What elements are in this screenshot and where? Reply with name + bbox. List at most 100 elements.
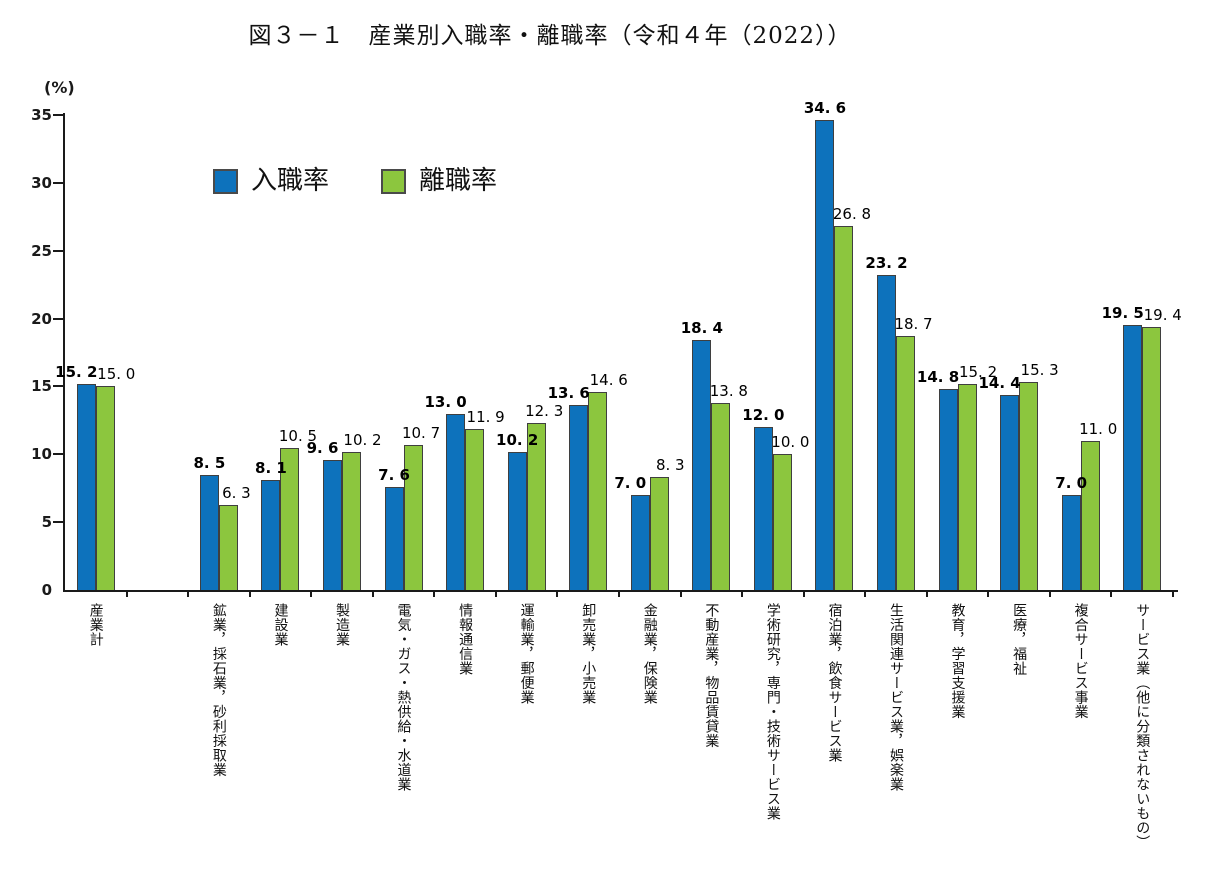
- bar-hiring-rate: [753, 427, 773, 590]
- y-axis-tick: [53, 521, 63, 524]
- y-axis-tick-label: 35: [31, 106, 52, 124]
- x-axis-category-label: 宿泊業，飲食サービス業: [826, 603, 843, 763]
- bar-separation-rate: [1142, 326, 1162, 590]
- x-axis-labels: 産業計 鉱業，採石業，砂利採取業 建設業 製造業 電気・ガス・熱供給・水道業 情報通信業 運…: [65, 603, 1173, 872]
- value-label-separation-rate: 10. 0: [771, 433, 810, 452]
- value-label-hiring-rate: 8. 1: [255, 459, 287, 478]
- bar-hiring-rate: [261, 480, 281, 590]
- y-axis-tick: [53, 317, 63, 320]
- bar-separation-rate: [1080, 440, 1100, 590]
- x-axis-tick: [371, 592, 374, 597]
- legend-item-hiring-rate: 入職率: [213, 168, 329, 194]
- value-label-separation-rate: 10. 2: [343, 430, 382, 449]
- x-axis-tick: [741, 592, 744, 597]
- value-label-separation-rate: 18. 7: [894, 315, 933, 334]
- value-label-hiring-rate: 15. 2: [55, 362, 98, 381]
- x-axis-tick: [802, 592, 805, 597]
- value-label-hiring-rate: 34. 6: [803, 99, 847, 118]
- x-axis-category-label: 複合サービス事業: [1072, 603, 1089, 719]
- y-axis-unit-label: (%): [44, 78, 75, 97]
- value-label-separation-rate: 13. 8: [709, 381, 748, 400]
- x-axis-category-label: 電気・ガス・熱供給・水道業: [395, 603, 412, 792]
- value-label-hiring-rate: 14. 8: [916, 368, 960, 387]
- value-label-hiring-rate: 13. 0: [424, 392, 467, 411]
- value-label-separation-rate: 11. 9: [466, 407, 505, 426]
- y-axis-tick: [53, 249, 63, 252]
- bar-separation-rate: [280, 447, 300, 590]
- x-axis-tick: [248, 592, 251, 597]
- bar-hiring-rate: [507, 451, 527, 590]
- bar-hiring-rate: [938, 389, 958, 590]
- value-label-hiring-rate: 12. 0: [742, 406, 785, 425]
- x-axis-tick: [494, 592, 497, 597]
- bar-separation-rate: [95, 386, 115, 590]
- x-axis-category-label: 金融業，保険業: [641, 603, 658, 705]
- value-label-hiring-rate: 10. 2: [496, 430, 539, 449]
- value-label-hiring-rate: 7. 0: [614, 474, 647, 492]
- x-axis-tick: [310, 592, 313, 597]
- x-axis-category-label: 鉱業，採石業，砂利採取業: [210, 603, 227, 777]
- y-axis-tick-label: 10: [31, 445, 52, 464]
- x-axis-category-label: 学術研究，専門・技術サービス業: [764, 603, 781, 821]
- value-label-hiring-rate: 18. 4: [680, 319, 723, 338]
- bar-separation-rate: [772, 454, 792, 590]
- x-axis-tick: [679, 592, 682, 597]
- plot-area: 15. 2 15. 0 8. 5 6. 3 8. 1 10. 5 9. 6 10. 2 7. 6…: [55, 100, 1182, 597]
- bar-hiring-rate: [1000, 394, 1020, 590]
- y-axis-tick-label: 5: [41, 513, 52, 532]
- bar-hiring-rate: [877, 275, 896, 590]
- value-label-hiring-rate: 7. 6: [378, 465, 410, 484]
- x-axis-category-label: 卸売業，小売業: [580, 603, 597, 705]
- bar-hiring-rate: [323, 459, 342, 590]
- value-label-hiring-rate: 7. 0: [1055, 474, 1088, 492]
- value-label-separation-rate: 15. 0: [97, 365, 136, 384]
- y-axis: 0 5 10 15 20 25 30 35: [0, 0, 63, 872]
- bar-separation-rate: [834, 226, 854, 590]
- value-label-separation-rate: 26. 8: [832, 205, 872, 224]
- bar-separation-rate: [896, 336, 915, 590]
- legend: 入職率 離職率: [213, 168, 497, 194]
- legend-item-separation-rate: 離職率: [381, 168, 497, 194]
- bar-hiring-rate: [630, 495, 650, 590]
- value-label-separation-rate: 15. 3: [1020, 361, 1059, 380]
- chart-title: 図３－１ 産業別入職率・離職率（令和４年（2022））: [248, 23, 852, 49]
- x-axis-tick: [1048, 592, 1051, 597]
- x-axis-tick: [987, 592, 990, 597]
- x-axis-tick: [1172, 592, 1174, 597]
- value-label-separation-rate: 6. 3: [222, 483, 251, 502]
- bar-hiring-rate: [76, 383, 96, 590]
- y-axis-tick-label: 0: [41, 581, 52, 599]
- value-label-separation-rate: 10. 7: [401, 423, 441, 442]
- bar-hiring-rate: [1061, 495, 1081, 590]
- value-label-separation-rate: 11. 0: [1079, 419, 1118, 438]
- bar-separation-rate: [403, 444, 423, 590]
- y-axis-tick: [53, 453, 63, 456]
- bar-separation-rate: [465, 428, 485, 590]
- y-axis-tick-label: 15: [31, 377, 52, 396]
- bar-separation-rate: [218, 504, 238, 590]
- bar-separation-rate: [526, 423, 546, 590]
- value-label-separation-rate: 19. 4: [1143, 305, 1182, 324]
- x-axis-tick: [1110, 592, 1113, 597]
- bar-hiring-rate: [446, 413, 466, 590]
- value-label-hiring-rate: 9. 6: [306, 438, 339, 457]
- x-axis-category-label: 運輸業，郵便業: [518, 603, 535, 705]
- bar-separation-rate: [1019, 382, 1039, 590]
- y-axis-tick: [53, 114, 63, 116]
- value-label-separation-rate: 8. 3: [655, 456, 685, 475]
- bar-separation-rate: [342, 451, 361, 590]
- x-axis-tick: [618, 592, 620, 597]
- x-axis-category-label: 教育，学習支援業: [949, 603, 966, 719]
- value-label-hiring-rate: 14. 4: [978, 373, 1021, 392]
- hiring-rate-swatch: [213, 168, 238, 194]
- bar-hiring-rate: [199, 474, 219, 590]
- x-axis-tick: [187, 592, 190, 597]
- bar-hiring-rate: [384, 486, 404, 590]
- bar-hiring-rate: [569, 405, 589, 590]
- x-axis-line: [63, 590, 1178, 592]
- x-axis-category-label: 製造業: [334, 603, 350, 647]
- bar-separation-rate: [588, 391, 608, 590]
- y-axis-tick-label: 30: [31, 173, 52, 192]
- x-axis-category-label: 医療，福祉: [1011, 603, 1028, 676]
- value-label-hiring-rate: 8. 5: [193, 453, 226, 472]
